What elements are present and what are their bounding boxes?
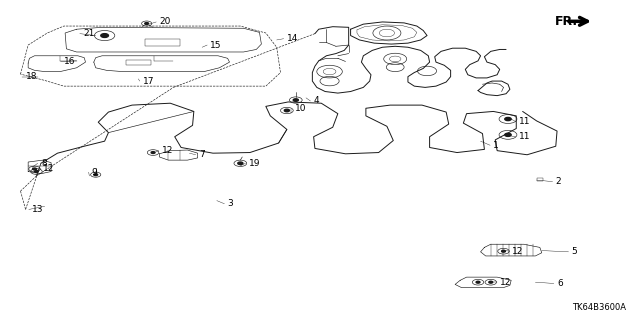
Text: 19: 19 bbox=[248, 159, 260, 168]
Circle shape bbox=[100, 33, 108, 37]
Text: 8: 8 bbox=[41, 159, 47, 168]
Text: 12: 12 bbox=[500, 278, 511, 287]
Text: 21: 21 bbox=[83, 29, 94, 38]
Text: 5: 5 bbox=[572, 247, 577, 256]
Circle shape bbox=[35, 171, 38, 173]
Circle shape bbox=[284, 109, 289, 112]
Text: 11: 11 bbox=[519, 117, 531, 126]
Circle shape bbox=[505, 117, 511, 121]
Text: 6: 6 bbox=[557, 279, 563, 288]
Circle shape bbox=[145, 23, 148, 25]
Circle shape bbox=[151, 152, 155, 153]
Text: FR.: FR. bbox=[554, 15, 578, 28]
Text: 11: 11 bbox=[519, 132, 531, 141]
Text: 10: 10 bbox=[294, 104, 306, 113]
Circle shape bbox=[238, 162, 243, 165]
Circle shape bbox=[94, 174, 98, 176]
Text: 16: 16 bbox=[64, 57, 76, 66]
Text: 3: 3 bbox=[228, 199, 234, 208]
Circle shape bbox=[502, 250, 506, 252]
Circle shape bbox=[293, 99, 298, 101]
Text: 9: 9 bbox=[92, 168, 98, 177]
Text: 12: 12 bbox=[513, 247, 524, 256]
Bar bbox=[125, 60, 151, 65]
Text: 2: 2 bbox=[556, 177, 561, 186]
Text: 13: 13 bbox=[32, 205, 44, 214]
Circle shape bbox=[476, 281, 480, 283]
Text: 12: 12 bbox=[43, 164, 54, 173]
Circle shape bbox=[489, 281, 493, 283]
Circle shape bbox=[505, 133, 511, 137]
Text: 7: 7 bbox=[199, 150, 205, 159]
Text: 12: 12 bbox=[162, 146, 173, 155]
Text: 14: 14 bbox=[287, 34, 298, 43]
Bar bbox=[145, 39, 180, 46]
Text: 1: 1 bbox=[493, 141, 499, 150]
Text: 20: 20 bbox=[159, 18, 171, 26]
Text: 18: 18 bbox=[26, 72, 37, 81]
Text: 17: 17 bbox=[143, 77, 154, 85]
Text: 15: 15 bbox=[211, 41, 222, 49]
Circle shape bbox=[33, 168, 36, 170]
Text: 4: 4 bbox=[314, 97, 319, 106]
Bar bbox=[537, 178, 543, 181]
Text: TK64B3600A: TK64B3600A bbox=[572, 303, 626, 312]
